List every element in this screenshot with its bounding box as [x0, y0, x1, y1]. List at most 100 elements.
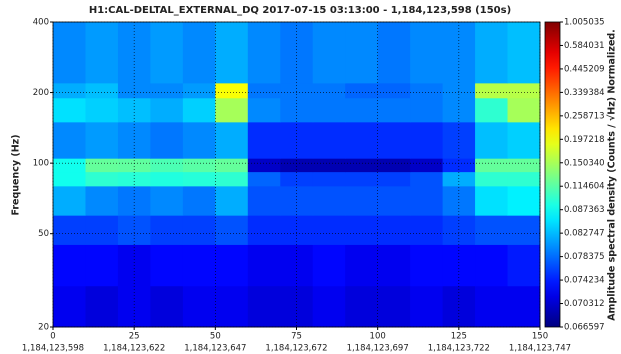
heatmap-cell	[85, 22, 118, 83]
heatmap-cell	[410, 286, 443, 328]
heatmap-cell	[150, 172, 183, 187]
heatmap-cell	[378, 22, 411, 83]
colorbar-tick-label: 0.339384	[564, 88, 605, 98]
heatmap-cell	[248, 158, 281, 172]
heatmap-cell	[215, 244, 248, 286]
heatmap-cell	[183, 172, 216, 187]
heatmap-cell	[150, 83, 183, 98]
heatmap-cell	[378, 244, 411, 286]
heatmap-cell	[183, 215, 216, 245]
heatmap-cell	[475, 286, 508, 328]
heatmap-cell	[85, 98, 118, 123]
heatmap-cell	[53, 122, 86, 159]
heatmap-cell	[215, 286, 248, 328]
heatmap-cell	[508, 22, 541, 83]
heatmap-cell	[475, 186, 508, 216]
y-tick-label: 200	[33, 88, 49, 98]
colorbar-tick-label: 0.197218	[564, 135, 605, 145]
heatmap-cell	[345, 172, 378, 187]
heatmap-cell	[345, 286, 378, 328]
heatmap-cell	[313, 286, 346, 328]
heatmap-cell	[345, 22, 378, 83]
x-secondary-tick-label: 1,184,123,647	[184, 344, 246, 354]
heatmap-cell	[508, 215, 541, 245]
y-tick-label: 20	[38, 323, 49, 333]
heatmap-cell	[508, 98, 541, 123]
colorbar-tick-label: 0.066597	[564, 323, 605, 333]
heatmap-cell	[475, 172, 508, 187]
heatmap-cell	[183, 98, 216, 123]
colorbar-label: Amplitude spectral density (Counts / √Hz…	[607, 29, 618, 321]
colorbar-tick-label: 0.070312	[564, 299, 605, 309]
heatmap-cell	[215, 22, 248, 83]
heatmap-cell	[378, 186, 411, 216]
heatmap-cell	[183, 122, 216, 159]
heatmap-cell	[443, 286, 476, 328]
heatmap-cell	[215, 122, 248, 159]
heatmap-cell	[313, 215, 346, 245]
heatmap-cell	[508, 83, 541, 98]
heatmap-cell	[85, 83, 118, 98]
x-secondary-tick-label: 1,184,123,697	[347, 344, 409, 354]
heatmap-cell	[345, 158, 378, 172]
heatmap-cell	[313, 172, 346, 187]
heatmap-cell	[508, 186, 541, 216]
heatmap-cell	[475, 122, 508, 159]
heatmap-cell	[85, 215, 118, 245]
heatmap-cell	[345, 186, 378, 216]
heatmap-cell	[475, 158, 508, 172]
heatmap-cell	[410, 172, 443, 187]
heatmap-cell	[248, 22, 281, 83]
heatmap-cell	[183, 186, 216, 216]
heatmap-cell	[183, 286, 216, 328]
x-tick-label: 150	[532, 332, 548, 342]
colorbar-tick-label: 0.082747	[564, 229, 605, 239]
heatmap-cell	[150, 286, 183, 328]
heatmap-cell	[53, 22, 86, 83]
heatmap-cell	[345, 83, 378, 98]
heatmap-cell	[508, 286, 541, 328]
x-tick-label: 75	[291, 332, 302, 342]
heatmap-cell	[183, 244, 216, 286]
heatmap-cell	[410, 83, 443, 98]
heatmap-cell	[410, 215, 443, 245]
colorbar-tick-label: 0.074234	[564, 276, 605, 286]
heatmap-cell	[508, 158, 541, 172]
heatmap-cell	[313, 22, 346, 83]
heatmap-cell	[215, 158, 248, 172]
heatmap-cell	[313, 122, 346, 159]
heatmap-cell	[215, 186, 248, 216]
x-tick-label: 125	[451, 332, 467, 342]
heatmap-cell	[53, 186, 86, 216]
heatmap-cell	[53, 172, 86, 187]
x-secondary-tick-label: 1,184,123,722	[428, 344, 490, 354]
heatmap-cell	[378, 215, 411, 245]
heatmap-cell	[85, 172, 118, 187]
heatmap-cell	[475, 244, 508, 286]
heatmap-cell	[150, 215, 183, 245]
heatmap-cell	[313, 98, 346, 123]
x-tick-label: 50	[210, 332, 221, 342]
colorbar-tick-label: 0.114604	[564, 182, 605, 192]
heatmap-cell	[150, 98, 183, 123]
y-axis-label: Frequency (Hz)	[11, 134, 22, 215]
x-tick-label: 0	[50, 332, 55, 342]
heatmap-cell	[410, 186, 443, 216]
heatmap-cell	[313, 158, 346, 172]
heatmap-cell	[85, 244, 118, 286]
heatmap-cell	[85, 158, 118, 172]
heatmap-cell	[215, 98, 248, 123]
heatmap-cell	[150, 186, 183, 216]
heatmap-cell	[150, 122, 183, 159]
heatmap-cell	[85, 186, 118, 216]
heatmap-cell	[410, 22, 443, 83]
colorbar-tick-label: 0.445209	[564, 64, 605, 74]
heatmap-cell	[345, 98, 378, 123]
x-tick-label: 100	[370, 332, 386, 342]
heatmap-cell	[118, 286, 151, 328]
heatmap-cell	[53, 215, 86, 245]
heatmap-cell	[85, 122, 118, 159]
heatmap-cell	[53, 286, 86, 328]
colorbar-tick-label: 1.005035	[564, 18, 605, 28]
colorbar-tick-label: 0.258713	[564, 111, 605, 121]
